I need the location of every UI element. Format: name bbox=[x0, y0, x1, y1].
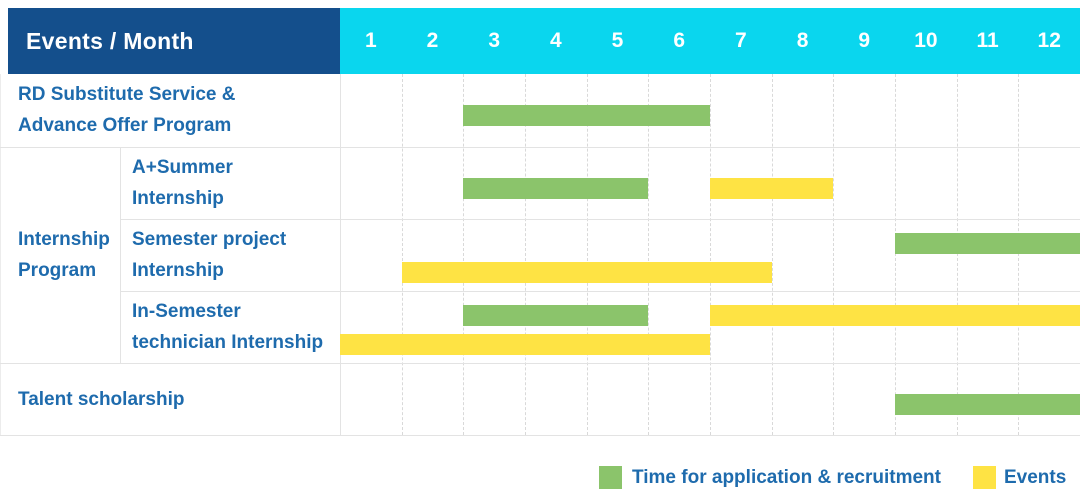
row-separator-5 bbox=[0, 435, 1080, 437]
month-header-12: 12 bbox=[1037, 29, 1061, 52]
row-label-0-line: Advance Offer Program bbox=[18, 115, 232, 137]
row-label-2: Semester project Internship bbox=[120, 219, 286, 290]
row-label-3-line: In-Semester bbox=[132, 300, 241, 322]
month-header-row: 1 2 3 4 5 6 7 8 9 10 11 12 bbox=[340, 8, 1080, 74]
month-grid-line-5 bbox=[648, 74, 650, 436]
bar-application-row2-m10-12 bbox=[895, 233, 1080, 255]
month-header-1: 1 bbox=[364, 29, 377, 52]
month-header-8: 8 bbox=[796, 29, 809, 52]
month-header-5: 5 bbox=[611, 29, 624, 52]
row-separator-2 bbox=[120, 219, 1080, 221]
month-grid-line-10 bbox=[956, 74, 958, 436]
row-label-3: In-Semester technician Internship bbox=[120, 291, 323, 364]
month-header-10: 10 bbox=[914, 29, 938, 52]
month-grid-line-8 bbox=[833, 74, 835, 436]
legend-label-application: Time for application & recruitment bbox=[632, 467, 941, 488]
row-separator-1 bbox=[0, 146, 1080, 148]
month-grid-line-7 bbox=[771, 74, 773, 436]
month-header-4: 4 bbox=[550, 29, 562, 52]
row-label-1-line: A+Summer bbox=[132, 156, 233, 178]
month-grid-line-11 bbox=[1018, 74, 1020, 436]
group-label-internship-program-line: Program bbox=[18, 259, 97, 281]
month-grid-line-1 bbox=[401, 74, 403, 436]
month-grid-line-3 bbox=[525, 74, 526, 436]
bar-events-row3-m7-12 bbox=[710, 304, 1080, 326]
bar-application-row3-m3-5 bbox=[463, 304, 649, 326]
month-grid-line-2 bbox=[463, 74, 465, 436]
month-grid-line-6 bbox=[710, 74, 711, 436]
row-label-1-line: Internship bbox=[132, 187, 224, 209]
row-label-1: A+Summer Internship bbox=[120, 147, 233, 220]
group-label-internship-program-line: Internship bbox=[18, 228, 110, 250]
bar-events-row1-m7-8 bbox=[710, 177, 834, 199]
row-label-4: Talent scholarship bbox=[0, 363, 184, 435]
row-label-0-line: RD Substitute Service & bbox=[18, 84, 236, 106]
month-header-3: 3 bbox=[488, 29, 501, 52]
month-header-6: 6 bbox=[673, 29, 686, 52]
month-header-7: 7 bbox=[735, 29, 747, 52]
month-header-11: 11 bbox=[976, 29, 999, 52]
row-label-3-line: technician Internship bbox=[132, 331, 324, 353]
table-corner-header: Events / Month bbox=[8, 8, 340, 74]
month-header-9: 9 bbox=[858, 29, 871, 52]
row-label-0: RD Substitute Service & Advance Offer Pro… bbox=[0, 74, 236, 147]
group-label-internship-program: Internship Program bbox=[0, 147, 110, 364]
legend-swatch-events-yellow bbox=[973, 466, 996, 489]
month-grid-line-9 bbox=[895, 74, 896, 436]
month-grid-line-4 bbox=[586, 74, 588, 436]
row-label-4-line: Talent scholarship bbox=[18, 388, 185, 410]
row-separator-4 bbox=[0, 363, 1080, 365]
month-header-2: 2 bbox=[426, 29, 439, 52]
bar-events-row3-m1-6 bbox=[340, 333, 710, 355]
row-separator-3 bbox=[120, 290, 1080, 292]
bar-application-row0-m3-6 bbox=[463, 105, 710, 126]
legend-swatch-application-green bbox=[599, 466, 622, 489]
bar-events-row2-m2-7 bbox=[401, 262, 772, 284]
legend-label-events: Events bbox=[1004, 467, 1067, 488]
bar-application-row4-m10-12 bbox=[895, 394, 1080, 416]
bar-application-row1-m3-5 bbox=[463, 177, 649, 199]
row-label-2-line: Semester project bbox=[132, 228, 287, 250]
events-month-title: Events / Month bbox=[26, 27, 194, 54]
group-sublabel-divider bbox=[120, 146, 121, 364]
row-label-2-line: Internship bbox=[132, 259, 224, 281]
table-left-border bbox=[0, 74, 1, 436]
label-grid-divider bbox=[340, 74, 341, 436]
